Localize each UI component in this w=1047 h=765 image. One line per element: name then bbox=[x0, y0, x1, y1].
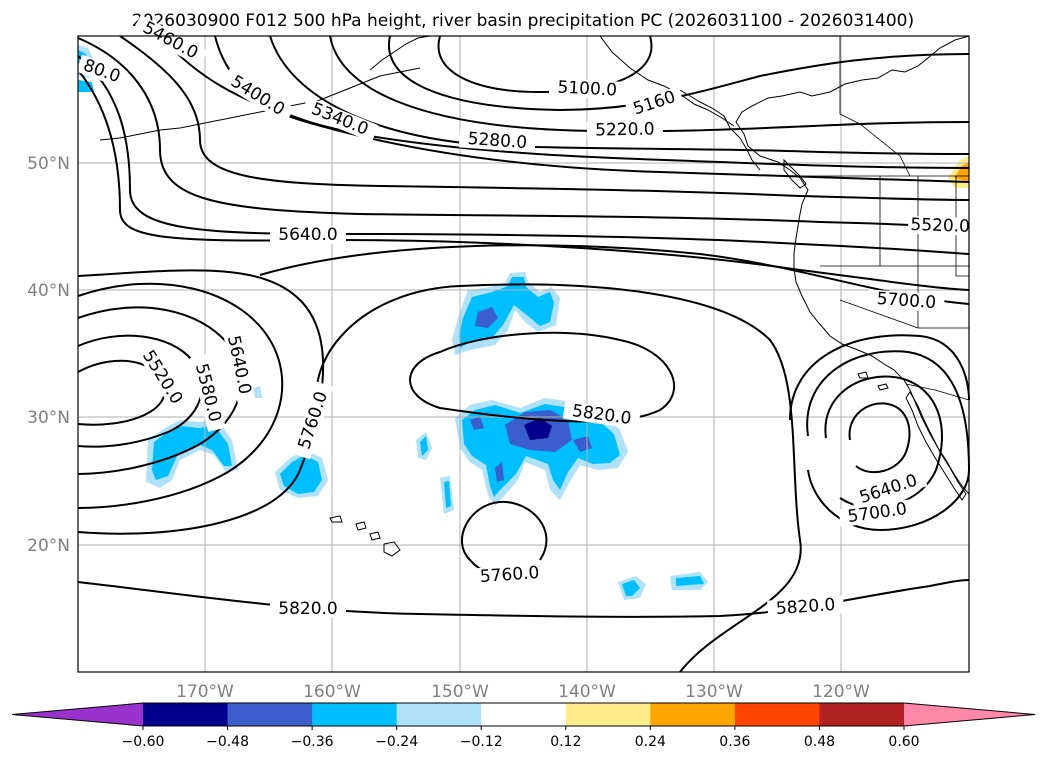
colorbar-tick-label: 0.60 bbox=[888, 734, 919, 750]
colorbar-tick-label: 0.12 bbox=[550, 734, 581, 750]
contour-label-8: 5640.0 bbox=[270, 225, 346, 245]
map-border bbox=[77, 35, 970, 673]
contour-label-5: 5220.0 bbox=[586, 119, 664, 141]
colorbar-segment bbox=[819, 703, 905, 726]
contour-label-19: 5820.0 bbox=[270, 599, 346, 619]
contour-5520-north bbox=[77, 37, 970, 229]
precip-spot-south-2-core bbox=[676, 576, 704, 586]
precip-spot-1-core bbox=[420, 436, 428, 456]
colorbar-segment bbox=[143, 703, 229, 726]
contour-5460 bbox=[119, 35, 970, 201]
colorbar-tick-label: 0.24 bbox=[635, 734, 666, 750]
island-maui bbox=[369, 531, 381, 541]
colorbar-segment bbox=[650, 703, 736, 726]
contour-5700-west bbox=[77, 282, 284, 509]
precip-area-central-blue3 bbox=[470, 416, 484, 430]
contour-label-18: 5760.0 bbox=[471, 563, 549, 587]
height-contours bbox=[77, 35, 971, 673]
contour-5760-central bbox=[315, 283, 802, 673]
map-title: 2026030900 F012 500 hPa height, river ba… bbox=[132, 11, 914, 31]
colorbar-extend-high bbox=[904, 703, 1035, 726]
colorbar: −0.60 −0.48 −0.36 −0.24 −0.12 0.12 0.24 0.36 0.4… bbox=[11, 702, 1036, 750]
border-alaska-canada bbox=[839, 36, 911, 177]
colorbar-tick-label: −0.60 bbox=[122, 734, 165, 750]
contour-label-9: 5520.0 bbox=[907, 215, 971, 237]
coastline-north-america bbox=[735, 35, 970, 495]
island-oahu bbox=[355, 521, 367, 531]
coastline-vancouver-island bbox=[783, 158, 807, 189]
lat-tick-30n: 30°N bbox=[27, 408, 70, 428]
contour-label-7: 5100.0 bbox=[548, 77, 626, 101]
contour-5640-north bbox=[77, 69, 970, 291]
contour-label-20: 5820.0 bbox=[767, 595, 845, 619]
contour-5820-central bbox=[409, 331, 676, 423]
contour-5580-north bbox=[77, 55, 970, 255]
lon-tick-150w: 150°W bbox=[431, 682, 489, 702]
colorbar-segment bbox=[565, 703, 651, 726]
lat-tick-40n: 40°N bbox=[27, 281, 70, 301]
contour-5640-east bbox=[848, 402, 911, 474]
contour-label-text-5820-south-west: 5820.0 bbox=[278, 599, 337, 619]
coastline-se-alaska-islands bbox=[679, 89, 761, 171]
contour-label-4: 5280.0 bbox=[458, 129, 536, 153]
precip-spot-south-1-core bbox=[622, 580, 640, 596]
contour-label-text-5820-south-east: 5820.0 bbox=[775, 595, 836, 619]
contour-5700-north bbox=[259, 244, 970, 305]
colorbar-segment bbox=[396, 703, 482, 726]
contour-5760-east bbox=[789, 334, 970, 421]
colorbar-tick-label: −0.24 bbox=[375, 734, 418, 750]
colorbar-extend-low bbox=[12, 703, 143, 726]
precip-area-north-mid bbox=[459, 277, 554, 348]
lat-tick-50n: 50°N bbox=[27, 154, 70, 174]
colorbar-tick-label: −0.36 bbox=[291, 734, 334, 750]
colorbar-segment bbox=[481, 703, 567, 726]
contour-label-text-5520-east: 5520.0 bbox=[910, 215, 970, 237]
contour-label-text-5700-north: 5700.0 bbox=[876, 289, 937, 313]
coastline-baja bbox=[905, 391, 967, 501]
island-hawaii-big bbox=[383, 541, 401, 557]
precip-shading bbox=[78, 45, 969, 600]
lon-tick-labels: 170°W 160°W 150°W 140°W 130°W 120°W bbox=[176, 682, 870, 702]
coastline-alaska-peninsula bbox=[369, 35, 431, 71]
lon-tick-130w: 130°W bbox=[685, 682, 743, 702]
colorbar-segment bbox=[227, 703, 313, 726]
precip-area-west-mid bbox=[152, 426, 232, 480]
island-kauai bbox=[329, 515, 343, 523]
colorbar-segment bbox=[312, 703, 398, 726]
colorbar-tick-label: 0.48 bbox=[804, 734, 835, 750]
contour-5280 bbox=[269, 35, 970, 155]
contour-5100 bbox=[437, 35, 653, 94]
colorbar-tick-label: 0.36 bbox=[719, 734, 750, 750]
contour-label-text-5280: 5280.0 bbox=[467, 129, 528, 153]
lon-tick-160w: 160°W bbox=[303, 682, 361, 702]
contour-label-10: 5700.0 bbox=[867, 289, 945, 313]
colorbar-segment bbox=[734, 703, 820, 726]
precip-area-central-deep bbox=[524, 418, 552, 440]
map-panel: 5460.0 5400.0 5340.0 5280.0 5220.0 5160 bbox=[76, 14, 971, 673]
coastline-aleutians bbox=[99, 67, 421, 141]
coastlines bbox=[99, 35, 970, 557]
lon-tick-170w: 170°W bbox=[176, 682, 234, 702]
contour-label-text-5760-south: 5760.0 bbox=[479, 563, 540, 587]
border-state-5 bbox=[955, 176, 969, 277]
lon-tick-140w: 140°W bbox=[558, 682, 616, 702]
contour-label-text-5640-north: 5640.0 bbox=[278, 225, 337, 245]
gridlines bbox=[78, 36, 969, 672]
precip-spot-2-core bbox=[444, 481, 451, 508]
island-channel-1 bbox=[877, 383, 889, 391]
contour-label-text-5220: 5220.0 bbox=[595, 119, 655, 140]
contour-label-text-5100: 5100.0 bbox=[557, 77, 617, 100]
precip-area-central-blue4 bbox=[495, 462, 504, 482]
lat-tick-labels: 50°N 40°N 30°N 20°N bbox=[27, 154, 70, 556]
contour-5820-south bbox=[77, 579, 970, 618]
political-borders bbox=[800, 36, 970, 401]
precip-area-north-dark bbox=[475, 307, 498, 328]
contour-5400 bbox=[159, 35, 970, 183]
lat-tick-20n: 20°N bbox=[27, 536, 70, 556]
lon-tick-120w: 120°W bbox=[812, 682, 870, 702]
colorbar-tick-label: −0.12 bbox=[460, 734, 503, 750]
colorbar-tick-label: −0.48 bbox=[206, 734, 249, 750]
